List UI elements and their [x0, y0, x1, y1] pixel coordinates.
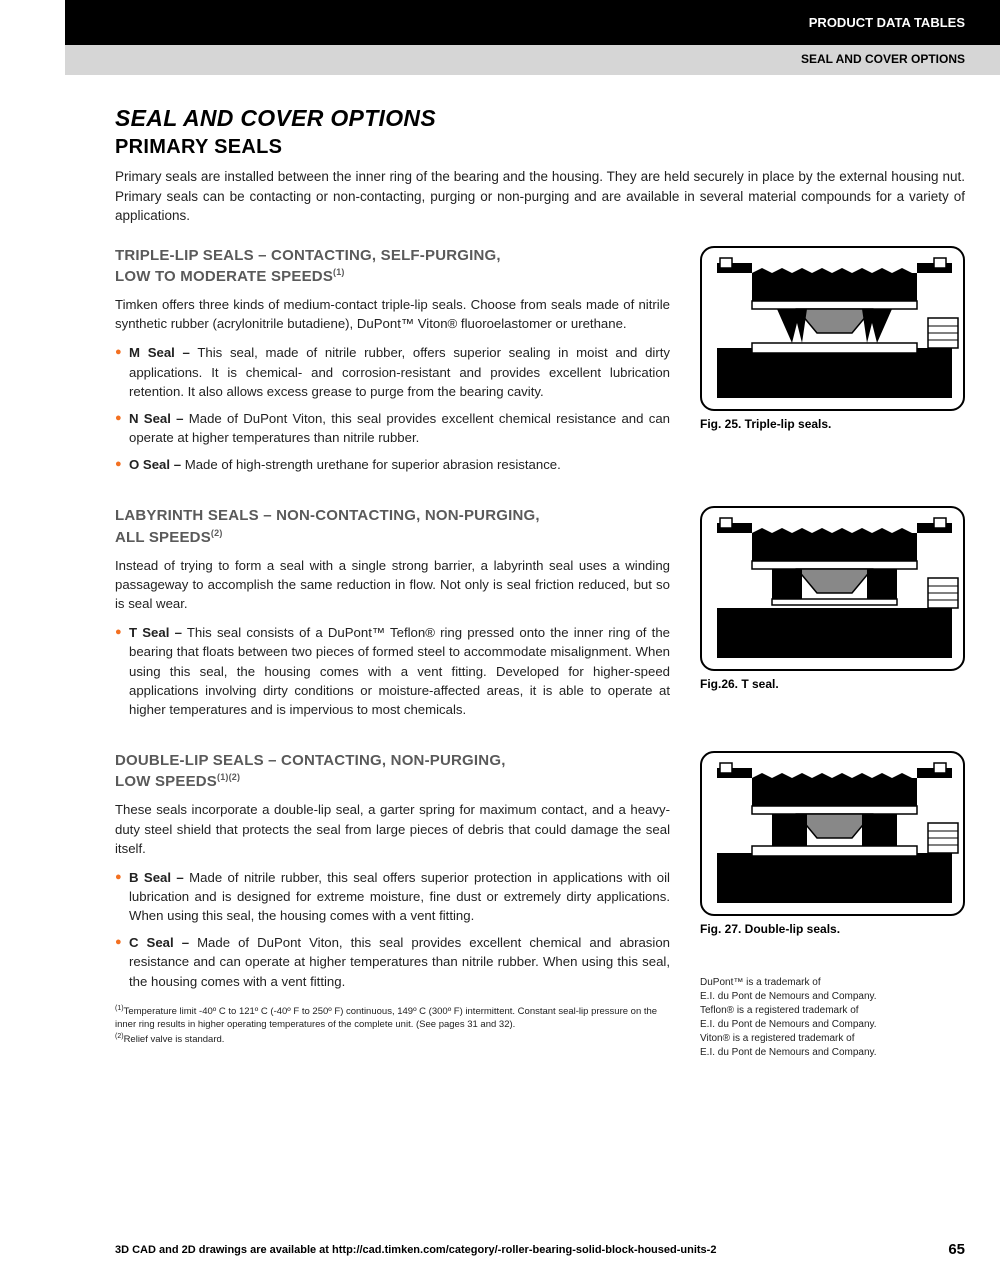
list-item: N Seal – Made of DuPont Viton, this seal…: [129, 409, 670, 447]
section-para: These seals incorporate a double-lip sea…: [115, 800, 670, 857]
sub-title: PRIMARY SEALS: [115, 136, 965, 159]
bullet-list: T Seal – This seal consists of a DuPont™…: [115, 623, 670, 719]
bullet-list: B Seal – Made of nitrile rubber, this se…: [115, 868, 670, 991]
footer-text: 3D CAD and 2D drawings are available at …: [115, 1244, 716, 1256]
main-title: SEAL AND COVER OPTIONS: [115, 105, 965, 132]
page-content: SEAL AND COVER OPTIONS PRIMARY SEALS Pri…: [0, 75, 1000, 1047]
list-item: O Seal – Made of high-strength urethane …: [129, 455, 670, 474]
list-item: C Seal – Made of DuPont Viton, this seal…: [129, 933, 670, 990]
figure-caption: Fig. 27. Double-lip seals.: [700, 922, 965, 936]
list-item: T Seal – This seal consists of a DuPont™…: [129, 623, 670, 719]
figure-27: [700, 751, 965, 916]
list-item: B Seal – Made of nitrile rubber, this se…: [129, 868, 670, 925]
section-para: Instead of trying to form a seal with a …: [115, 556, 670, 613]
footer-bar: 3D CAD and 2D drawings are available at …: [115, 1241, 965, 1258]
intro-paragraph: Primary seals are installed between the …: [115, 167, 965, 226]
figure-26: [700, 506, 965, 671]
section-heading: LABYRINTH SEALS – NON-CONTACTING, NON-PU…: [115, 506, 670, 548]
figure-caption: Fig.26. T seal.: [700, 677, 965, 691]
page-number: 65: [948, 1241, 965, 1258]
list-item: M Seal – This seal, made of nitrile rubb…: [129, 343, 670, 400]
trademark-note: DuPont™ is a trademark of E.I. du Pont d…: [700, 976, 965, 1060]
section-triple-lip: TRIPLE-LIP SEALS – CONTACTING, SELF-PURG…: [115, 246, 965, 483]
figure-caption: Fig. 25. Triple-lip seals.: [700, 417, 965, 431]
header-black-band: PRODUCT DATA TABLES: [65, 0, 1000, 45]
figure-25: [700, 246, 965, 411]
header-grey-band: SEAL AND COVER OPTIONS: [65, 45, 1000, 75]
section-labyrinth: LABYRINTH SEALS – NON-CONTACTING, NON-PU…: [115, 506, 965, 727]
section-heading: TRIPLE-LIP SEALS – CONTACTING, SELF-PURG…: [115, 246, 670, 288]
section-heading: DOUBLE-LIP SEALS – CONTACTING, NON-PURGI…: [115, 751, 670, 793]
bullet-list: M Seal – This seal, made of nitrile rubb…: [115, 343, 670, 474]
section-para: Timken offers three kinds of medium-cont…: [115, 295, 670, 333]
